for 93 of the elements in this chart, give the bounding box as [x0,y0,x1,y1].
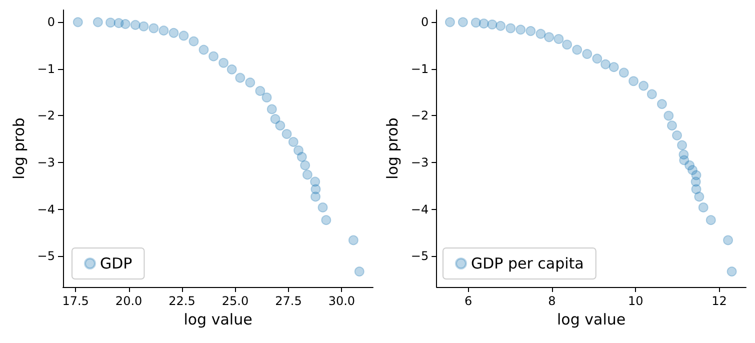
point [646,89,657,100]
point [656,99,667,110]
y-tick-label: −3 [410,156,429,170]
y-tick-label: −1 [410,62,429,76]
point [628,76,639,86]
x-axis-title: log value [556,310,626,328]
x-tick-label: 30.0 [328,294,356,308]
point [296,152,307,162]
point [302,170,312,180]
point [138,21,149,32]
point [536,28,546,39]
point [245,78,256,88]
point [92,17,103,28]
y-axis-title: log prob [10,118,28,180]
point [526,26,536,36]
x-tick-label: 6 [464,294,472,308]
point [496,20,506,31]
x-tick-label: 17.5 [62,294,89,308]
legend-label: GDP [100,254,132,272]
point [148,23,159,34]
point [208,51,219,62]
point [226,64,237,74]
point [582,48,592,59]
point [72,17,83,28]
point [723,235,734,246]
point [691,184,702,194]
point [487,20,498,30]
point [506,23,516,34]
point [726,266,737,277]
point [354,266,364,277]
point [672,130,682,140]
point [266,104,277,114]
point [608,62,619,72]
point [458,17,468,28]
point [698,202,708,212]
point [235,72,246,83]
point [198,44,209,55]
point [105,18,116,28]
x-tick-label: 8 [548,294,556,308]
point [694,192,704,202]
point [706,215,716,226]
point [188,36,199,46]
point [572,44,582,55]
point [318,202,328,212]
x-axis-title: log value [184,310,252,328]
point [444,17,455,28]
point [300,160,310,170]
point [321,215,332,226]
x-tick-label: 12 [712,294,727,308]
point [178,30,189,41]
point [516,24,526,35]
point [600,59,611,70]
y-tick-label: −1 [37,62,55,76]
y-tick-label: 0 [47,15,55,30]
y-tick-label: −2 [410,108,429,123]
point [275,120,286,131]
point [664,110,674,121]
point [282,128,292,139]
point [638,80,649,91]
x-tick-label: 10 [628,294,644,308]
point [310,192,321,202]
legend-label: GDP per capita [471,254,584,272]
point [544,32,554,42]
y-tick-label: −4 [37,202,55,216]
point [667,120,677,131]
point [255,86,266,96]
point [348,235,358,246]
point [592,54,602,64]
point [262,92,272,102]
y-tick-label: −5 [410,249,429,264]
x-tick-label: 27.5 [275,294,302,308]
y-tick-label: −3 [37,156,55,170]
point [618,68,629,78]
y-axis-title: log prob [384,118,402,180]
point [158,26,169,36]
point [470,18,481,28]
point [168,28,179,38]
point [478,18,489,29]
point [218,58,229,68]
x-tick-label: 25.0 [222,294,249,308]
y-tick-label: 0 [420,15,429,30]
y-tick-label: −4 [410,202,429,216]
point [270,114,280,124]
point [677,140,688,150]
point [288,136,298,147]
point [554,34,564,44]
x-tick-label: 22.5 [168,294,196,308]
point [120,19,130,30]
point [130,20,140,30]
x-tick-label: 20.0 [115,294,142,308]
point [562,40,572,50]
y-tick-label: −2 [37,108,55,123]
y-tick-label: −5 [37,249,55,264]
